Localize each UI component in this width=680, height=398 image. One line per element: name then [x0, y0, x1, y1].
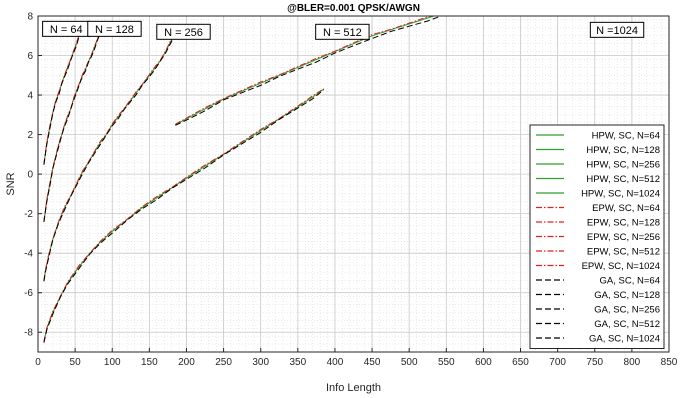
axis-ticks: 0 50 100 150 200 250 300 350 400 450 500 550 600 650 7…	[24, 12, 678, 369]
x-tick-label: 650	[512, 357, 529, 368]
y-tick-label: -8	[24, 328, 33, 339]
x-tick-label: 500	[401, 357, 418, 368]
x-tick-label: 750	[586, 357, 603, 368]
legend-label: EPW, SC, N=512	[587, 247, 660, 258]
x-tick-label: 0	[35, 357, 41, 368]
legend-label: HPW, SC, N=256	[586, 160, 660, 171]
legend-label: GA, SC, N=512	[594, 319, 660, 330]
x-tick-label: 550	[438, 357, 455, 368]
plot-curves	[43, 16, 443, 343]
chart-title: @BLER=0.001 QPSK/AWGN	[287, 3, 420, 14]
x-tick-label: 400	[327, 357, 344, 368]
annotation-box	[87, 20, 142, 37]
x-tick-label: 350	[289, 357, 306, 368]
annotation-box	[315, 23, 370, 40]
series-line	[43, 24, 83, 165]
legend-label: GA, SC, N=1024	[589, 334, 660, 345]
series-line	[175, 16, 433, 125]
annotation-label: N =1024	[596, 25, 638, 37]
legend-label: EPW, SC, N=1024	[582, 261, 660, 272]
plot-frame	[37, 15, 670, 353]
y-tick-label: 8	[27, 12, 33, 23]
legend-label: GA, SC, N=64	[600, 276, 660, 287]
x-tick-label: 150	[141, 357, 158, 368]
y-tick-label: 4	[27, 91, 33, 102]
series-line	[43, 88, 325, 342]
legend-label: GA, SC, N=256	[594, 305, 660, 316]
annotation-label: N = 512	[323, 27, 362, 39]
annotation-box	[156, 23, 211, 40]
x-tick-label: 600	[475, 357, 492, 368]
x-tick-label: 800	[624, 357, 641, 368]
x-tick-label: 450	[364, 357, 381, 368]
series-line	[175, 16, 436, 126]
legend-label: GA, SC, N=128	[594, 290, 660, 301]
annotation-label: N = 256	[164, 27, 203, 39]
y-tick-label: -4	[24, 249, 33, 260]
legend-label: EPW, SC, N=128	[587, 218, 660, 229]
x-tick-label: 850	[661, 357, 678, 368]
legend-label: HPW, SC, N=128	[586, 145, 660, 156]
legend-label: EPW, SC, N=256	[587, 232, 660, 243]
x-tick-label: 200	[178, 357, 195, 368]
y-tick-label: 0	[27, 170, 33, 181]
x-tick-label: 300	[252, 357, 269, 368]
annotation-label: N = 64	[50, 24, 83, 36]
annotations: N = 64 N = 128 N = 256 N = 512 N =1024	[42, 20, 645, 40]
legend-label: EPW, SC, N=64	[592, 203, 660, 214]
annotation-label: N = 128	[95, 24, 134, 36]
legend: HPW, SC, N=64 HPW, SC, N=128 HPW, SC, N=25…	[529, 124, 665, 349]
series-line	[43, 25, 104, 223]
annotation-box	[589, 21, 645, 38]
x-tick-label: 50	[70, 357, 82, 368]
y-tick-label: -6	[24, 288, 33, 299]
x-axis-label: Info Length	[326, 382, 381, 394]
y-tick-label: 6	[27, 51, 33, 62]
x-tick-label: 250	[215, 357, 232, 368]
y-tick-label: 2	[27, 130, 33, 141]
legend-label: HPW, SC, N=512	[586, 174, 660, 185]
legend-label: HPW, SC, N=1024	[581, 189, 660, 200]
series-line	[43, 29, 177, 281]
y-tick-label: -2	[24, 209, 33, 220]
series-line	[175, 16, 443, 126]
series-line	[43, 89, 325, 343]
y-axis-label: SNR	[5, 172, 17, 195]
legend-label: HPW, SC, N=64	[592, 131, 660, 142]
x-tick-label: 100	[104, 357, 121, 368]
x-tick-label: 700	[549, 357, 566, 368]
